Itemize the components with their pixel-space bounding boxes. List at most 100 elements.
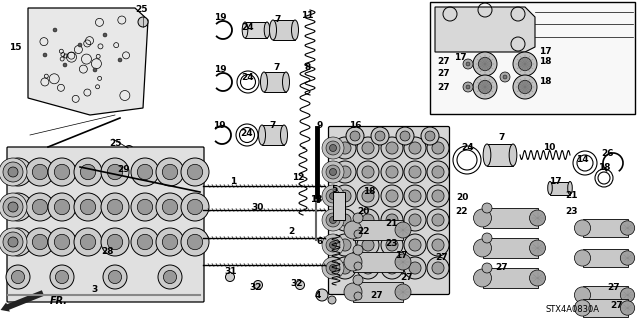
Circle shape	[54, 234, 70, 250]
Circle shape	[432, 214, 444, 226]
Circle shape	[138, 234, 153, 250]
Text: 26: 26	[602, 149, 614, 158]
Circle shape	[371, 127, 389, 145]
Text: 15: 15	[9, 43, 21, 53]
Text: 32: 32	[291, 278, 303, 287]
Circle shape	[26, 193, 54, 221]
Circle shape	[381, 234, 403, 256]
Circle shape	[10, 234, 26, 250]
Circle shape	[225, 272, 234, 281]
Circle shape	[466, 85, 470, 89]
Circle shape	[381, 137, 403, 159]
Circle shape	[3, 162, 23, 182]
Circle shape	[188, 234, 203, 250]
Circle shape	[118, 58, 122, 62]
Bar	[483, 268, 538, 288]
Circle shape	[181, 158, 209, 186]
Text: 4: 4	[315, 291, 321, 300]
Circle shape	[353, 213, 363, 223]
Circle shape	[158, 265, 182, 289]
Circle shape	[362, 190, 374, 202]
Circle shape	[381, 161, 403, 183]
Circle shape	[330, 145, 337, 152]
Circle shape	[409, 239, 421, 251]
Text: 14: 14	[576, 155, 588, 165]
Bar	[582, 299, 627, 317]
Circle shape	[108, 199, 123, 215]
Text: 17: 17	[454, 54, 467, 63]
Circle shape	[101, 158, 129, 186]
Circle shape	[54, 164, 70, 180]
Text: 7: 7	[275, 16, 281, 25]
Ellipse shape	[259, 125, 266, 145]
Circle shape	[404, 137, 426, 159]
Bar	[353, 220, 403, 240]
Text: 7: 7	[499, 132, 505, 142]
Text: 22: 22	[356, 227, 369, 236]
Circle shape	[427, 161, 449, 183]
Circle shape	[330, 241, 337, 249]
Circle shape	[529, 270, 545, 286]
Circle shape	[396, 127, 414, 145]
Circle shape	[334, 209, 356, 231]
Bar	[430, 2, 635, 114]
Circle shape	[427, 137, 449, 159]
Circle shape	[386, 142, 398, 154]
Circle shape	[421, 127, 439, 145]
Circle shape	[4, 228, 32, 256]
Circle shape	[362, 142, 374, 154]
Ellipse shape	[548, 182, 552, 195]
Text: 6: 6	[317, 238, 323, 247]
Circle shape	[386, 166, 398, 178]
FancyArrow shape	[1, 290, 44, 312]
Circle shape	[529, 210, 545, 226]
Circle shape	[48, 193, 76, 221]
Circle shape	[353, 275, 363, 285]
Circle shape	[409, 142, 421, 154]
Text: 27: 27	[371, 292, 383, 300]
Circle shape	[0, 158, 27, 186]
Text: 7: 7	[274, 63, 280, 72]
Ellipse shape	[260, 72, 268, 92]
Circle shape	[500, 72, 510, 82]
Circle shape	[353, 245, 363, 255]
Text: 5: 5	[331, 186, 337, 195]
Circle shape	[156, 228, 184, 256]
Circle shape	[362, 262, 374, 274]
Circle shape	[354, 262, 362, 270]
Circle shape	[74, 193, 102, 221]
Bar	[262, 125, 284, 145]
Circle shape	[328, 296, 336, 304]
Circle shape	[103, 33, 107, 37]
FancyBboxPatch shape	[7, 147, 204, 302]
Circle shape	[330, 217, 337, 224]
Circle shape	[381, 257, 403, 279]
Ellipse shape	[269, 20, 276, 40]
Circle shape	[131, 228, 159, 256]
Circle shape	[8, 237, 18, 247]
Circle shape	[432, 142, 444, 154]
Text: 8: 8	[305, 63, 311, 72]
Circle shape	[529, 240, 545, 256]
Circle shape	[334, 185, 356, 207]
Circle shape	[482, 263, 492, 273]
Text: 21: 21	[385, 219, 397, 228]
Circle shape	[101, 228, 129, 256]
Circle shape	[54, 199, 70, 215]
Circle shape	[432, 166, 444, 178]
Circle shape	[48, 158, 76, 186]
Circle shape	[620, 301, 635, 315]
Circle shape	[78, 43, 82, 47]
Ellipse shape	[282, 72, 289, 92]
Bar	[487, 144, 513, 166]
Circle shape	[339, 239, 351, 251]
Circle shape	[334, 257, 356, 279]
Circle shape	[362, 239, 374, 251]
Circle shape	[74, 158, 102, 186]
Circle shape	[620, 221, 635, 235]
Text: 27: 27	[436, 253, 448, 262]
Text: 27: 27	[608, 284, 620, 293]
Circle shape	[322, 257, 344, 279]
Circle shape	[50, 265, 74, 289]
Ellipse shape	[242, 22, 248, 38]
